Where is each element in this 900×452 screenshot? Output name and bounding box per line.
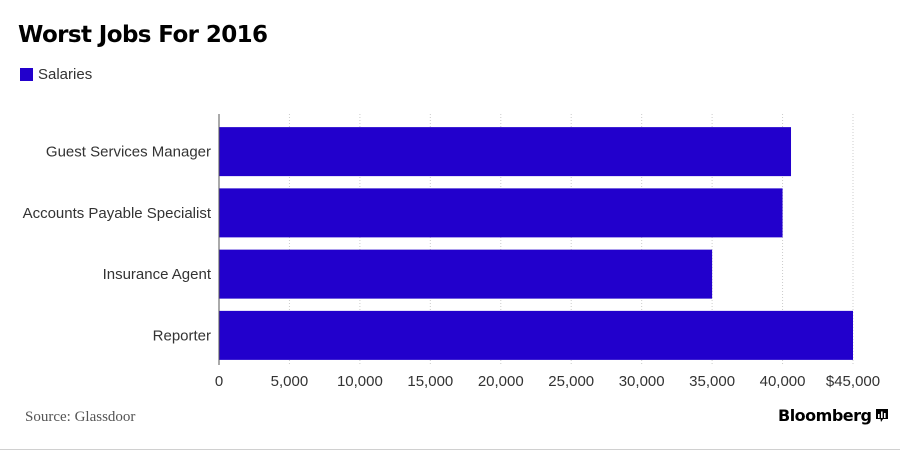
x-tick-label: 35,000 xyxy=(689,373,735,390)
x-tick-label: 40,000 xyxy=(760,373,806,390)
legend: Salaries xyxy=(20,66,92,83)
source-note: Source: Glassdoor xyxy=(25,409,136,425)
bar xyxy=(219,127,792,177)
category-label: Accounts Payable Specialist xyxy=(23,205,212,222)
chart-title: Worst Jobs For 2016 xyxy=(18,22,268,48)
bar xyxy=(219,188,783,238)
legend-swatch xyxy=(20,68,33,81)
tick-label-layer: 0 5,000 10,000 15,000 20,000 25,000 30,000 35,0… xyxy=(215,373,880,390)
x-tick-label: 20,000 xyxy=(478,373,524,390)
legend-label: Salaries xyxy=(38,66,93,83)
bloomberg-chart-icon xyxy=(876,409,889,422)
bloomberg-logo: Bloomberg xyxy=(778,406,889,425)
category-label: Reporter xyxy=(153,327,211,344)
bar xyxy=(219,310,853,360)
x-tick-label: 30,000 xyxy=(619,373,665,390)
x-tick-label: 10,000 xyxy=(337,373,383,390)
category-label-layer: Guest Services Manager Accounts Payable S… xyxy=(23,144,212,345)
category-label: Guest Services Manager xyxy=(46,144,211,161)
bar xyxy=(219,249,713,299)
x-tick-label: $45,000 xyxy=(826,373,880,390)
category-label: Insurance Agent xyxy=(103,266,212,283)
x-tick-label: 25,000 xyxy=(548,373,594,390)
brand-name: Bloomberg xyxy=(778,406,872,425)
bottom-divider xyxy=(0,449,900,450)
x-tick-label: 5,000 xyxy=(271,373,309,390)
x-tick-label: 15,000 xyxy=(407,373,453,390)
bar-layer xyxy=(218,114,853,365)
x-tick-label: 0 xyxy=(215,373,223,390)
